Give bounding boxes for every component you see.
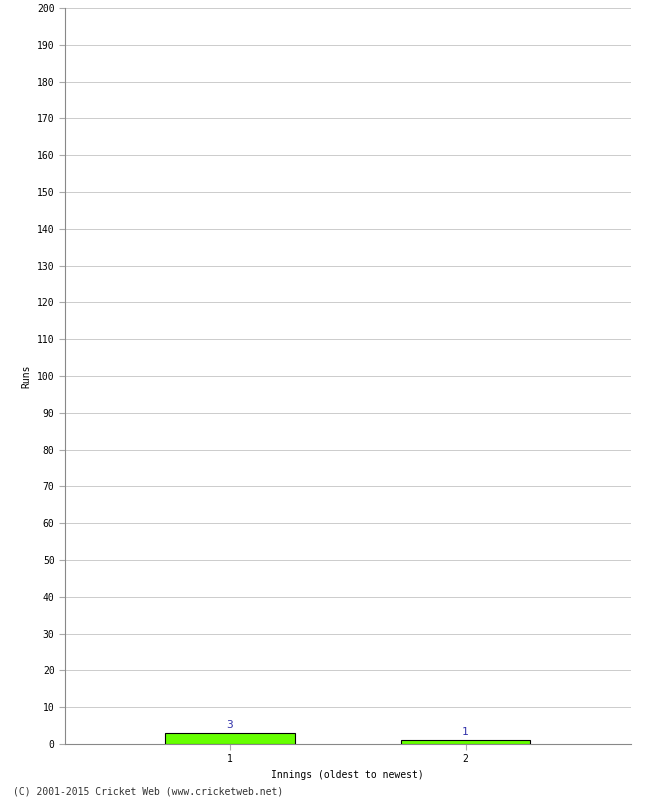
- Text: (C) 2001-2015 Cricket Web (www.cricketweb.net): (C) 2001-2015 Cricket Web (www.cricketwe…: [13, 786, 283, 796]
- Text: 3: 3: [227, 720, 233, 730]
- Bar: [165, 733, 294, 744]
- Bar: [401, 740, 530, 744]
- X-axis label: Innings (oldest to newest): Innings (oldest to newest): [272, 770, 424, 780]
- Y-axis label: Runs: Runs: [21, 364, 31, 388]
- Text: 1: 1: [462, 727, 469, 738]
